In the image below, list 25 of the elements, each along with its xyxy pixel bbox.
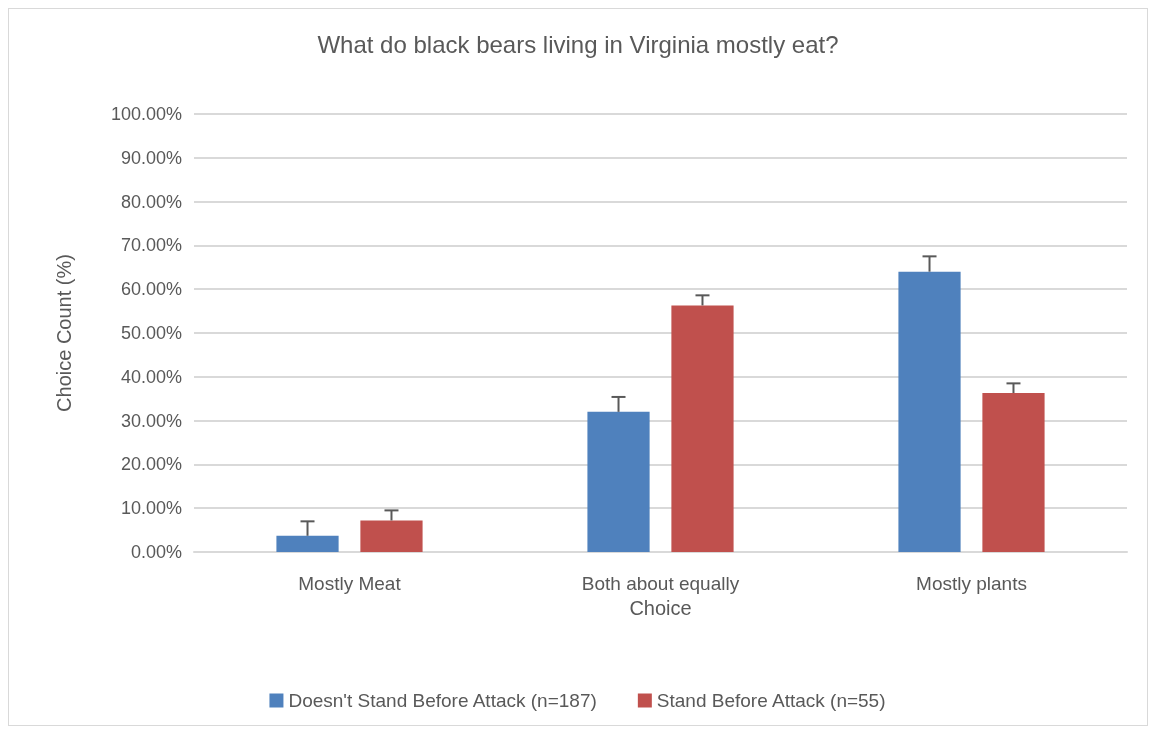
x-axis-title: Choice xyxy=(629,596,692,619)
y-tick-label: 70.00% xyxy=(120,235,182,256)
legend-label: Doesn't Stand Before Attack (n=187) xyxy=(288,690,597,711)
y-tick-label: 50.00% xyxy=(120,323,182,343)
x-tick-label: Mostly plants xyxy=(916,573,1027,594)
y-tick-label: 20.00% xyxy=(120,454,182,475)
y-tick-label: 10.00% xyxy=(120,498,182,519)
bar xyxy=(982,393,1045,552)
y-tick-label: 0.00% xyxy=(130,542,182,562)
y-tick-label: 40.00% xyxy=(120,366,182,387)
x-tick-label: Mostly Meat xyxy=(298,573,402,594)
bar xyxy=(276,535,339,552)
y-tick-label: 60.00% xyxy=(120,279,182,300)
y-tick-label: 80.00% xyxy=(120,191,182,212)
x-tick-label: Both about equally xyxy=(581,573,740,594)
bar xyxy=(898,271,961,552)
bar xyxy=(360,520,423,552)
y-tick-label: 100.00% xyxy=(110,104,182,124)
bar xyxy=(587,411,650,552)
y-tick-label: 90.00% xyxy=(120,147,182,168)
legend-label: Stand Before Attack (n=55) xyxy=(656,690,886,711)
y-axis-title: Choice Count (%) xyxy=(53,254,75,412)
bar xyxy=(671,305,734,552)
chart-title: What do black bears living in Virginia mostly eat? xyxy=(317,30,839,58)
y-tick-label: 30.00% xyxy=(120,410,182,431)
